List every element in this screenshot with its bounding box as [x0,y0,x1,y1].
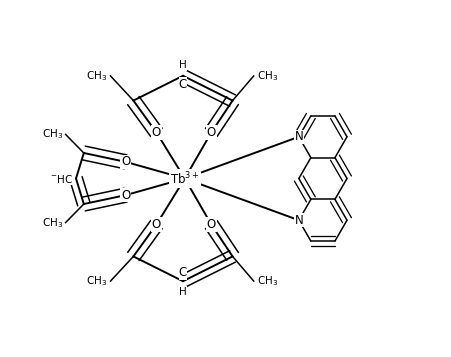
Text: N: N [295,130,303,143]
Text: CH$_3$: CH$_3$ [257,69,278,83]
Text: H: H [179,60,187,70]
Text: C: C [179,77,187,91]
Text: $^{-}$HC: $^{-}$HC [50,172,73,185]
Text: H: H [179,287,187,297]
Text: N: N [295,214,303,227]
Text: O: O [121,155,130,169]
Text: CH$_3$: CH$_3$ [42,127,64,141]
Text: O: O [207,218,216,231]
Text: CH$_3$: CH$_3$ [42,216,64,230]
Text: C: C [179,266,187,280]
Text: CH$_3$: CH$_3$ [257,274,278,288]
Text: O: O [152,126,161,139]
Text: O: O [152,218,161,231]
Text: O: O [207,126,216,139]
Text: CH$_3$: CH$_3$ [86,69,107,83]
Text: O: O [121,188,130,202]
Text: CH$_3$: CH$_3$ [86,274,107,288]
Text: Tb$^{3+}$: Tb$^{3+}$ [170,170,199,187]
